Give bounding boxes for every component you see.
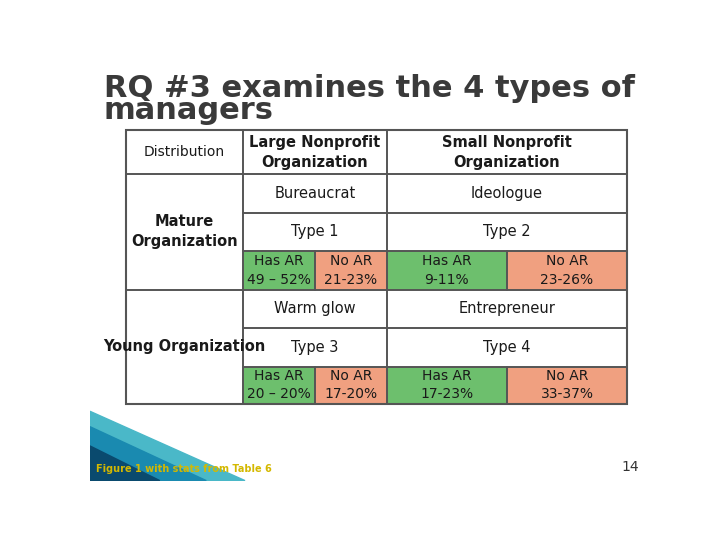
Bar (243, 174, 387, 213)
Bar (315, 251, 387, 289)
Bar (243, 367, 315, 403)
Bar (387, 367, 507, 403)
Text: Type 3: Type 3 (291, 340, 338, 355)
Text: managers: managers (104, 96, 274, 125)
Text: Distribution: Distribution (144, 145, 225, 159)
Bar (507, 251, 627, 289)
Polygon shape (90, 427, 206, 481)
Bar (387, 328, 627, 367)
Bar (387, 251, 507, 289)
Bar (387, 174, 627, 213)
Text: Bureaucrat: Bureaucrat (274, 186, 356, 201)
Bar (127, 130, 627, 403)
Bar (315, 367, 387, 403)
Bar (243, 367, 315, 403)
Text: Has AR
17-23%: Has AR 17-23% (420, 369, 474, 401)
Bar (387, 289, 627, 328)
Text: 14: 14 (621, 461, 639, 475)
Text: No AR
33-37%: No AR 33-37% (541, 369, 593, 401)
Bar (243, 328, 387, 367)
Text: Type 4: Type 4 (483, 340, 531, 355)
Text: Mature
Organization: Mature Organization (131, 214, 238, 249)
Bar (243, 289, 387, 328)
Text: RQ #3 examines the 4 types of: RQ #3 examines the 4 types of (104, 74, 635, 103)
Bar (315, 251, 387, 289)
Polygon shape (90, 411, 245, 481)
Bar (507, 367, 627, 403)
Text: Figure 1 with stats from Table 6: Figure 1 with stats from Table 6 (96, 464, 272, 475)
Bar (387, 213, 627, 251)
Bar (507, 367, 627, 403)
Text: Type 1: Type 1 (291, 225, 338, 239)
Bar (387, 367, 507, 403)
Bar (243, 130, 387, 174)
Text: Ideologue: Ideologue (471, 186, 543, 201)
Text: No AR
21-23%: No AR 21-23% (324, 254, 377, 287)
Bar (243, 251, 315, 289)
Text: Warm glow: Warm glow (274, 301, 356, 316)
Text: Type 2: Type 2 (483, 225, 531, 239)
Bar (127, 174, 243, 289)
Bar (387, 130, 627, 174)
Bar (127, 289, 243, 403)
Text: Has AR
20 – 20%: Has AR 20 – 20% (247, 369, 310, 401)
Text: Large Nonprofit
Organization: Large Nonprofit Organization (249, 135, 380, 170)
Text: No AR
17-20%: No AR 17-20% (324, 369, 377, 401)
Bar (243, 213, 387, 251)
Bar (387, 251, 507, 289)
Bar (315, 367, 387, 403)
Bar (243, 251, 315, 289)
Bar (507, 251, 627, 289)
Text: Small Nonprofit
Organization: Small Nonprofit Organization (442, 135, 572, 170)
Bar (127, 130, 243, 174)
Polygon shape (90, 446, 160, 481)
Text: Entrepreneur: Entrepreneur (459, 301, 555, 316)
Text: No AR
23-26%: No AR 23-26% (541, 254, 593, 287)
Text: Has AR
49 – 52%: Has AR 49 – 52% (247, 254, 310, 287)
Text: Young Organization: Young Organization (104, 339, 266, 354)
Text: Has AR
9-11%: Has AR 9-11% (422, 254, 472, 287)
